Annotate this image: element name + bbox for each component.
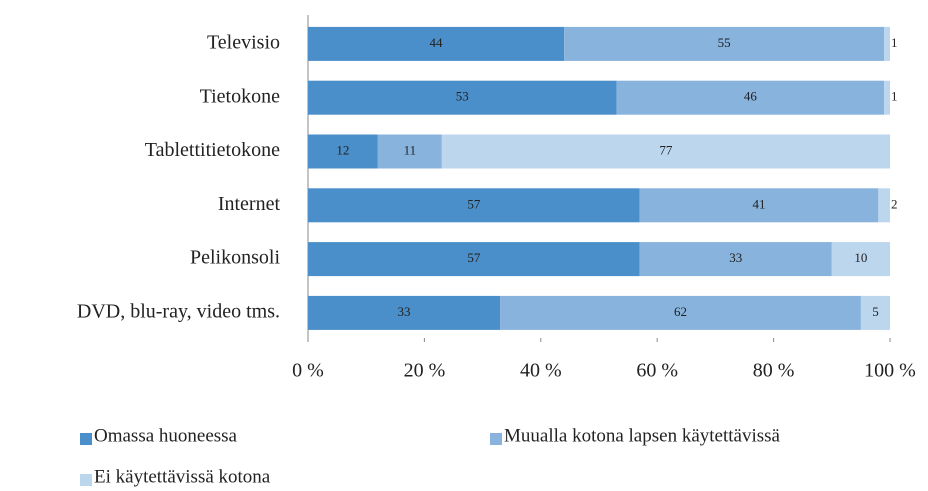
data-label: 53 [456,89,469,104]
data-label: 1 [891,35,898,50]
category-label: Tablettitietokone [145,139,280,161]
data-label: 62 [674,304,687,319]
x-tick-label: 0 % [292,360,324,382]
data-label: 44 [430,35,444,50]
data-label: 2 [891,196,898,211]
data-label: 41 [753,196,766,211]
data-label: 33 [398,304,411,319]
legend-swatch [80,474,92,486]
bar-segment [308,242,640,277]
data-label: 55 [718,35,731,50]
bar-segment [616,80,885,115]
data-label: 77 [659,142,673,157]
bar-segment [831,242,890,277]
category-label: DVD, blu-ray, video tms. [77,300,280,322]
bar-segment [308,26,565,61]
data-label: 10 [854,250,867,265]
bar-segment [308,80,617,115]
data-label: 12 [336,142,349,157]
data-label: 1 [891,89,898,104]
bar-segment [639,242,832,277]
bar-segment [878,188,890,223]
x-tick-label: 20 % [404,360,446,382]
legend-label: Muualla kotona lapsen käytettävissä [504,425,781,446]
legend-swatch [80,433,92,445]
data-label: 57 [467,196,481,211]
bar-segment [564,26,885,61]
x-tick-label: 40 % [520,360,562,382]
bar-segment [884,26,890,61]
bar-segment [441,134,890,169]
data-label: 5 [872,304,879,319]
bar-segment [308,295,501,330]
data-label: 57 [467,250,481,265]
bar-segment [308,134,378,169]
x-tick-label: 80 % [753,360,795,382]
category-label: Tietokone [200,85,281,107]
legend-label: Omassa huoneessa [94,425,238,446]
data-label: 33 [729,250,742,265]
legend-label: Ei käytettävissä kotona [94,466,271,487]
bar-segment [500,295,861,330]
x-tick-label: 100 % [864,360,916,382]
bar-segment [308,188,640,223]
data-label: 11 [404,142,417,157]
data-label: 46 [744,89,758,104]
bar-segment [884,80,890,115]
bar-segment [639,188,879,223]
legend-swatch [490,433,502,445]
x-tick-label: 60 % [636,360,678,382]
category-label: Pelikonsoli [190,247,280,269]
category-label: Televisio [207,31,280,53]
category-label: Internet [218,193,281,215]
bar-segment [377,134,442,169]
bar-segment [860,295,890,330]
